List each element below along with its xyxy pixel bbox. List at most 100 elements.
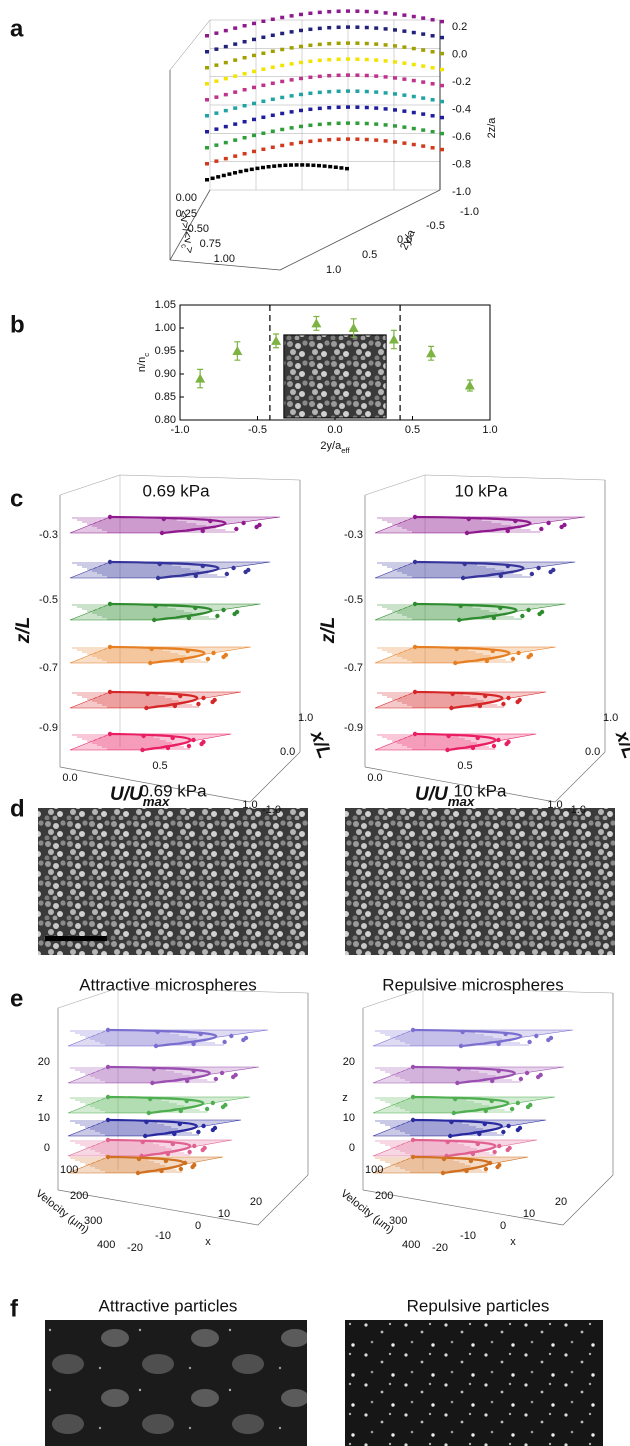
marker-decoration (233, 58, 238, 62)
marker-decoration (487, 1160, 493, 1166)
panel-title: Repulsive microspheres (382, 975, 563, 994)
marker-decoration (289, 142, 294, 146)
marker-decoration (107, 601, 113, 607)
marker-decoration (300, 163, 305, 167)
marker-decoration (526, 607, 531, 613)
marker-decoration (205, 98, 209, 102)
axis-label-text: n/n (136, 357, 148, 372)
box-line (279, 189, 441, 271)
marker-decoration (411, 142, 416, 147)
marker-decoration (308, 43, 313, 48)
marker-decoration (317, 90, 322, 95)
marker-decoration (107, 731, 113, 737)
marker-decoration (214, 159, 219, 163)
axis-label: <v>/<vc> (174, 209, 196, 254)
marker-decoration (504, 741, 509, 747)
marker-decoration (222, 1039, 227, 1045)
marker-decoration (412, 731, 418, 737)
marker-decoration (411, 62, 416, 67)
marker-decoration (421, 96, 426, 100)
marker-decoration (440, 35, 444, 40)
marker-decoration (411, 110, 416, 115)
marker-decoration (475, 1141, 481, 1147)
point (271, 335, 282, 345)
marker-decoration (136, 1156, 142, 1162)
box-line (59, 474, 121, 496)
marker-decoration (231, 565, 236, 571)
marker-decoration (448, 1133, 453, 1139)
marker-decoration (506, 1123, 511, 1129)
marker-decoration (219, 1070, 225, 1076)
marker-decoration (346, 137, 350, 141)
marker-decoration (460, 575, 466, 581)
marker-decoration (143, 1133, 148, 1139)
marker-decoration (430, 34, 435, 38)
marker-decoration (383, 107, 388, 111)
sheet (374, 733, 537, 751)
marker-decoration (449, 705, 454, 711)
marker-decoration (383, 123, 388, 127)
marker-decoration (383, 27, 388, 31)
sheet (69, 691, 242, 709)
marker-decoration (233, 138, 238, 142)
micrograph (38, 808, 308, 955)
marker-decoration (223, 140, 228, 145)
marker-decoration (336, 73, 341, 78)
marker-decoration (165, 745, 171, 751)
marker-decoration (411, 30, 416, 35)
axis-label-text: 2y/a (320, 440, 342, 452)
marker-decoration (140, 747, 145, 753)
marker-decoration (468, 1158, 474, 1164)
marker-decoration (289, 163, 293, 167)
panel-title: Attractive particles (99, 1296, 238, 1315)
marker-decoration (346, 25, 350, 29)
profile-curve (107, 1118, 198, 1138)
profile-curve (109, 732, 192, 752)
marker-decoration (270, 97, 275, 102)
marker-decoration (272, 164, 277, 168)
marker-decoration (241, 1037, 246, 1043)
u-tick-label: 1.0 (242, 799, 257, 811)
x-tick-label: -1.0 (262, 804, 281, 816)
marker-decoration (364, 89, 369, 94)
marker-decoration (477, 703, 483, 709)
marker-decoration (308, 11, 313, 16)
marker-decoration (364, 121, 369, 126)
marker-decoration (327, 25, 332, 30)
marker-decoration (534, 1033, 539, 1039)
marker-decoration (159, 1168, 164, 1174)
marker-decoration (410, 1027, 416, 1033)
marker-decoration (294, 163, 299, 167)
marker-decoration (412, 689, 418, 695)
marker-decoration (383, 75, 388, 79)
axis-label: z/L (318, 617, 339, 644)
marker-decoration (490, 1078, 495, 1084)
marker-decoration (196, 701, 201, 707)
marker-decoration (374, 122, 379, 126)
marker-decoration (200, 528, 205, 534)
x-tick-label: 10 (218, 1208, 230, 1220)
marker-decoration (252, 53, 256, 58)
marker-decoration (280, 143, 285, 148)
point (311, 318, 322, 328)
marker-decoration (204, 1106, 210, 1112)
z-tick-label: 20 (343, 1056, 355, 1068)
marker-decoration (299, 60, 303, 65)
marker-decoration (509, 1106, 515, 1112)
axis-label-text: > (183, 246, 196, 254)
marker-decoration (355, 41, 360, 45)
marker-decoration (214, 63, 219, 67)
marker-decoration (280, 47, 285, 52)
sheet (374, 561, 576, 579)
marker-decoration (289, 78, 294, 82)
marker-decoration (244, 168, 249, 173)
axis-label: x/L (611, 727, 630, 761)
marker-decoration (280, 79, 285, 84)
sheet (69, 733, 232, 751)
profile-curve (412, 1118, 503, 1138)
marker-decoration (527, 1039, 532, 1045)
marker-decoration (233, 90, 238, 94)
axis-label-text: <v>/<v (176, 209, 194, 244)
axis-label: 2z/a (486, 117, 498, 139)
marker-decoration (430, 18, 435, 22)
